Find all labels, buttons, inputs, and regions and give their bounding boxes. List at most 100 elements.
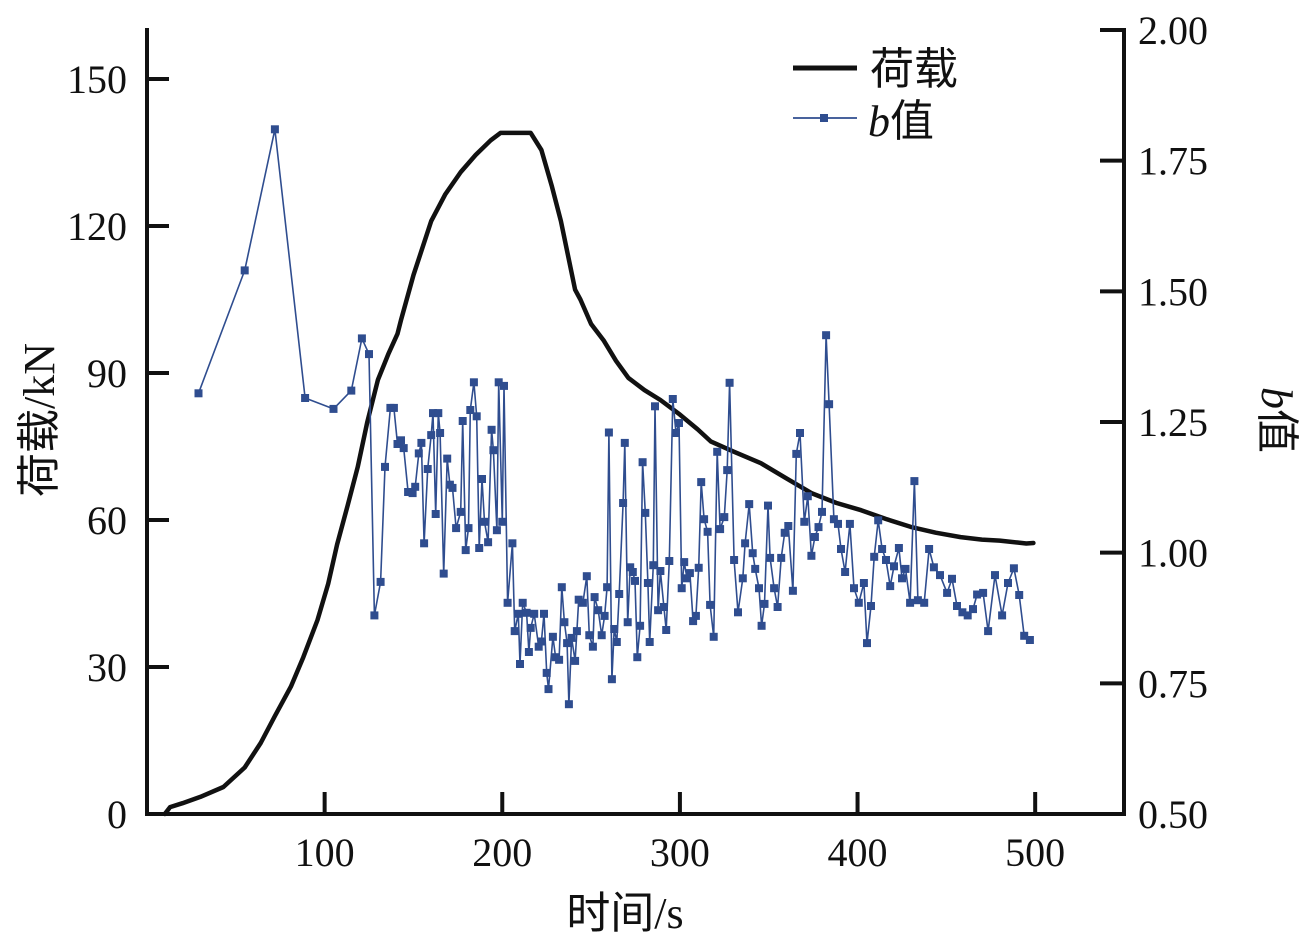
b-value-point: [770, 584, 779, 593]
b-value-point: [620, 438, 629, 447]
b-value-point: [404, 488, 413, 496]
b-value-point: [452, 524, 461, 533]
b-value-point: [615, 590, 624, 598]
b-value-point: [522, 608, 531, 617]
b-value-point: [913, 596, 922, 605]
b-value-point: [563, 639, 572, 648]
b-value-point: [822, 331, 831, 340]
legend: 荷载 b值: [793, 45, 958, 146]
b-value-point: [503, 598, 512, 607]
b-value-point: [709, 632, 718, 641]
b-value-point: [1020, 631, 1029, 640]
b-value-point: [685, 569, 694, 578]
b-value-point: [929, 563, 938, 572]
x-tick-label: 200: [472, 830, 532, 875]
b-value-point: [458, 417, 467, 425]
b-value-point: [741, 539, 750, 548]
b-value-point: [582, 572, 591, 581]
b-value-point: [365, 350, 373, 359]
b-value-point: [818, 507, 826, 516]
b-value-point: [472, 412, 481, 421]
b-value-point: [859, 579, 868, 587]
b-value-point: [494, 378, 503, 387]
b-value-point: [628, 568, 637, 576]
b-value-point: [408, 489, 417, 498]
b-value-point: [973, 590, 982, 599]
b-value-point: [631, 576, 639, 585]
b-value-point: [683, 574, 691, 583]
b-value-point: [489, 446, 498, 455]
left-y-tick-label: 30: [87, 645, 127, 690]
b-value-point: [958, 608, 967, 617]
b-value-point: [807, 551, 816, 560]
b-value-point: [680, 558, 689, 567]
b-value-point: [508, 539, 517, 548]
b-value-point: [619, 499, 628, 507]
x-tick-label: 500: [1005, 830, 1065, 875]
b-value-point: [649, 561, 658, 570]
b-value-point: [376, 577, 385, 586]
b-value-point: [574, 595, 583, 604]
b-value-point: [784, 522, 793, 530]
x-axis-title: 时间/s: [566, 889, 683, 938]
b-value-point: [810, 533, 819, 541]
b-value-point: [773, 603, 782, 611]
b-value-point: [240, 266, 249, 275]
b-value-point: [1015, 591, 1024, 599]
legend-load-label: 荷载: [870, 45, 958, 94]
b-value-point: [443, 454, 452, 463]
b-value-point: [716, 525, 725, 534]
b-value-point: [518, 598, 527, 607]
b-value-point: [920, 598, 929, 607]
b-value-point: [357, 334, 366, 343]
legend-b-label: b值: [868, 97, 934, 146]
b-value-point: [478, 475, 486, 483]
b-value-point: [792, 449, 801, 458]
b-value-point: [439, 569, 448, 578]
x-ticks: 100 200 300 400 500: [295, 792, 1065, 875]
b-value-point: [803, 492, 812, 501]
b-value-point: [984, 627, 993, 636]
b-value-point: [572, 627, 581, 636]
x-tick-label: 300: [650, 830, 710, 875]
b-value-point: [656, 567, 665, 575]
b-value-point: [780, 528, 789, 537]
b-value-point: [894, 544, 903, 552]
b-value-point: [890, 562, 898, 571]
b-value-point: [748, 549, 757, 558]
b-value-point: [829, 515, 838, 524]
b-value-point: [411, 482, 420, 491]
b-value-point: [969, 605, 977, 614]
b-value-point: [610, 625, 619, 633]
b-value-point: [347, 386, 356, 395]
b-value-point: [381, 462, 389, 471]
b-value-point: [659, 603, 668, 611]
b-value-point: [436, 429, 445, 437]
b-value-point: [431, 510, 440, 518]
b-value-point: [464, 524, 473, 533]
b-value-point: [475, 544, 484, 552]
b-value-point: [370, 611, 379, 620]
b-value-point: [854, 598, 863, 607]
load-curve: [162, 130, 1036, 817]
b-value-point: [612, 638, 621, 646]
b-value-point: [434, 409, 443, 418]
right-y-tick-label: 0.50: [1138, 792, 1208, 837]
b-value-point: [764, 501, 772, 510]
b-value-point: [530, 609, 539, 618]
b-value-point: [540, 609, 548, 618]
b-value-point: [564, 700, 573, 709]
b-value-point: [651, 402, 659, 411]
b-value-point: [867, 602, 875, 610]
b-value-point: [943, 588, 952, 597]
b-value-point: [626, 563, 635, 572]
b-value-point: [677, 584, 686, 593]
b-value-point: [870, 552, 879, 561]
b-value-point: [766, 553, 775, 562]
left-y-tick-label: 120: [67, 204, 127, 249]
b-value-point: [537, 637, 546, 646]
b-value-point: [777, 553, 786, 562]
b-value-point: [542, 668, 551, 677]
b-value-point: [510, 627, 519, 636]
